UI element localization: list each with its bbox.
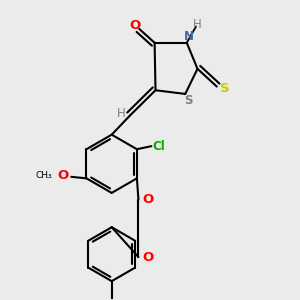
Text: H: H xyxy=(117,107,126,120)
Text: S: S xyxy=(220,82,229,94)
Text: H: H xyxy=(193,18,202,31)
Text: Cl: Cl xyxy=(153,140,165,153)
Text: O: O xyxy=(142,250,153,264)
Text: O: O xyxy=(142,193,153,206)
Text: CH₃: CH₃ xyxy=(35,171,52,180)
Text: O: O xyxy=(57,169,68,182)
Text: N: N xyxy=(184,30,194,43)
Text: S: S xyxy=(184,94,193,107)
Text: methoxy: methoxy xyxy=(47,177,53,178)
Text: O: O xyxy=(129,20,140,32)
